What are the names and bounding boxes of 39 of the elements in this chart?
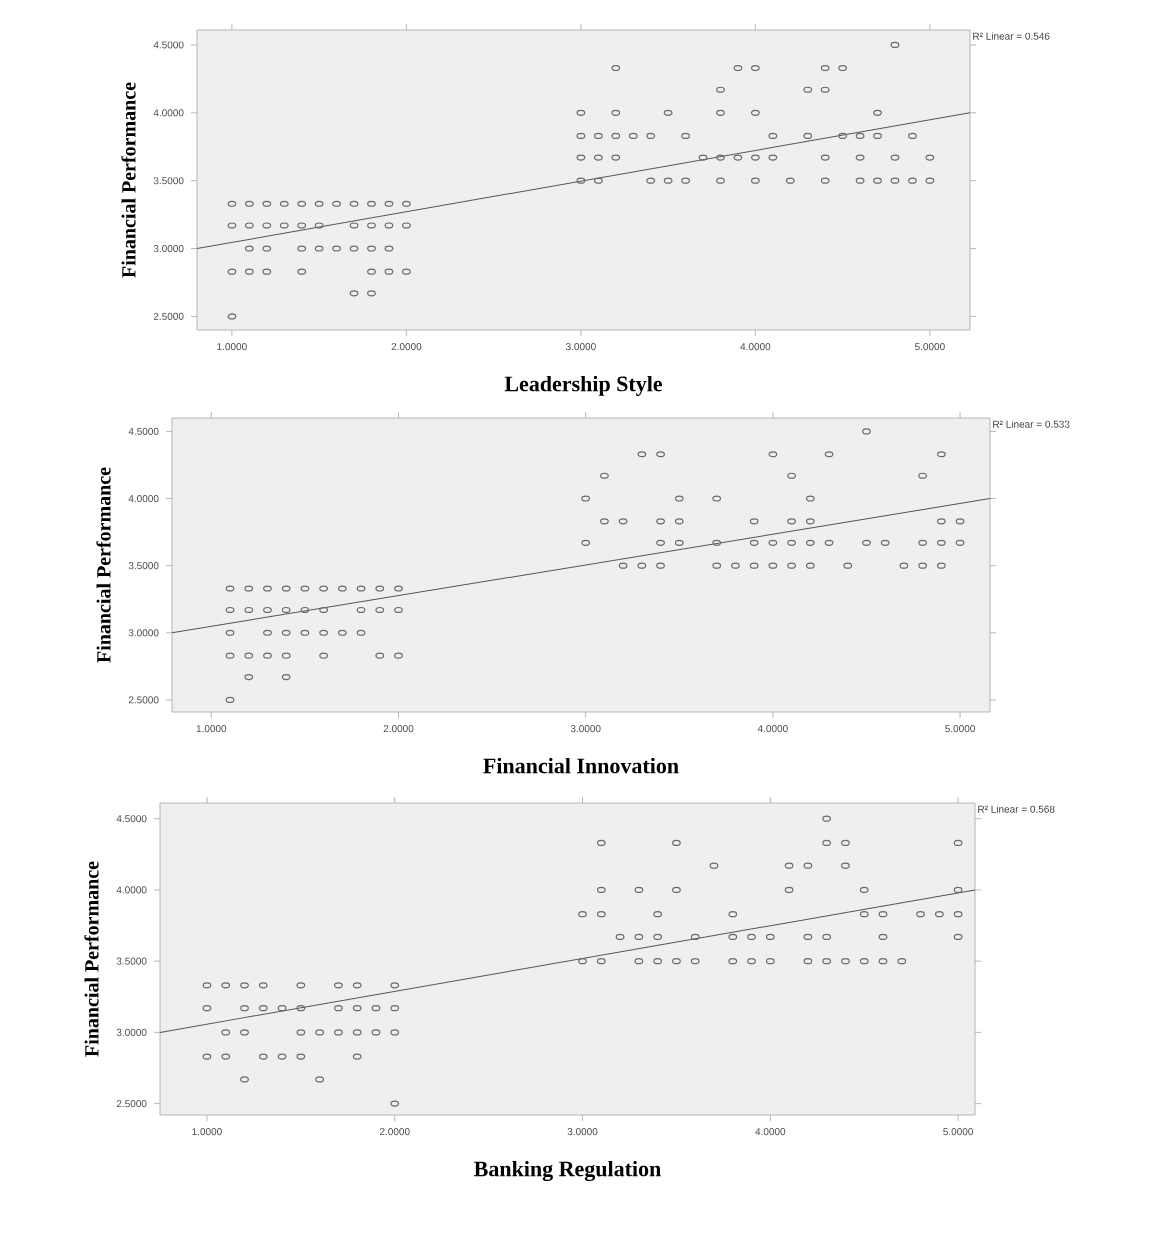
y-axis-title: Financial Performance bbox=[96, 467, 111, 663]
y-tick-label: 4.0000 bbox=[153, 109, 184, 117]
y-tick-label: 4.5000 bbox=[128, 427, 159, 435]
x-tick-label: 1.0000 bbox=[192, 1128, 222, 1136]
y-tick-label: 4.0000 bbox=[116, 886, 147, 894]
y-tick-label: 3.0000 bbox=[153, 245, 184, 253]
y-tick-label: 3.5000 bbox=[116, 957, 147, 965]
x-tick-label: 4.0000 bbox=[757, 725, 788, 733]
y-tick-label: 2.5000 bbox=[153, 312, 184, 320]
y-tick-label: 3.5000 bbox=[153, 177, 184, 185]
y-tick-label: 3.5000 bbox=[128, 562, 159, 570]
x-tick-label: 4.0000 bbox=[740, 343, 771, 351]
y-axis-title: Financial Performance bbox=[84, 861, 99, 1057]
y-axis-title: Financial Performance bbox=[121, 82, 136, 278]
x-tick-label: 2.0000 bbox=[391, 343, 422, 351]
y-tick-label: 2.5000 bbox=[116, 1100, 147, 1108]
x-tick-label: 1.0000 bbox=[196, 725, 227, 733]
x-axis-title: Leadership Style bbox=[504, 375, 663, 396]
x-tick-label: 5.0000 bbox=[943, 1128, 974, 1136]
x-tick-label: 3.0000 bbox=[570, 725, 601, 733]
x-tick-label: 5.0000 bbox=[915, 343, 945, 351]
x-tick-label: 3.0000 bbox=[567, 1128, 598, 1136]
x-tick-label: 3.0000 bbox=[565, 343, 596, 351]
text: R² Linear = 0.533 bbox=[993, 420, 1070, 428]
x-tick-label: 2.0000 bbox=[379, 1128, 410, 1136]
y-tick-label: 4.5000 bbox=[153, 41, 184, 49]
x-axis-title: Financial Innovation bbox=[483, 757, 679, 774]
x-tick-label: 2.0000 bbox=[383, 725, 414, 733]
text: R² Linear = 0.568 bbox=[978, 805, 1055, 813]
x-tick-label: 5.0000 bbox=[945, 725, 975, 733]
text: R² Linear = 0.546 bbox=[973, 32, 1050, 40]
x-tick-label: 1.0000 bbox=[217, 343, 247, 351]
x-axis-title: Banking Regulation bbox=[474, 1160, 661, 1182]
y-tick-label: 3.0000 bbox=[116, 1028, 147, 1036]
x-tick-label: 4.0000 bbox=[755, 1128, 786, 1136]
y-tick-label: 4.0000 bbox=[128, 495, 159, 503]
y-tick-label: 3.0000 bbox=[128, 629, 159, 637]
y-tick-label: 4.5000 bbox=[116, 815, 147, 823]
y-tick-label: 2.5000 bbox=[128, 696, 159, 704]
